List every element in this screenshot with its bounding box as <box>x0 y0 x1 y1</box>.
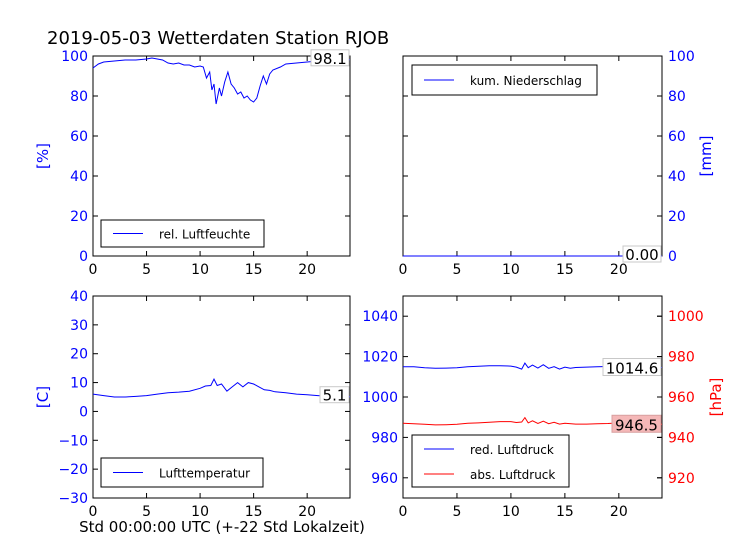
y2-tick-label: 980 <box>668 350 695 366</box>
y-tick-label: 1040 <box>362 309 398 325</box>
legend-label: abs. Luftdruck <box>470 468 555 482</box>
legend-label: red. Luftdruck <box>470 443 554 457</box>
legend-label: rel. Luftfeuchte <box>159 228 250 242</box>
y-tick-label: −20 <box>58 462 88 478</box>
series-line-0 <box>92 377 350 398</box>
y2-tick-label: 960 <box>668 390 695 406</box>
x-tick-label: 5 <box>142 262 151 278</box>
x-tick-label: 10 <box>191 262 209 278</box>
legend: Lufttemperatur <box>100 457 264 488</box>
x-tick-label: 15 <box>245 262 263 278</box>
y-tick-label: 100 <box>61 49 88 65</box>
last-value-box <box>310 49 350 67</box>
x-tick-label: 0 <box>399 504 408 520</box>
legend-frame <box>100 219 265 248</box>
legend-label: Lufttemperatur <box>159 467 250 481</box>
y-tick-label: 0 <box>79 249 88 265</box>
series-line-1 <box>402 416 663 426</box>
legend-frame <box>411 434 570 488</box>
y-tick-label: 960 <box>371 471 398 487</box>
last-value-label: 946.5 <box>615 416 658 434</box>
y-tick-label: 0 <box>668 249 677 265</box>
y-tick-label: 20 <box>70 209 88 225</box>
subplot-temperature: 0 5 10 15 20 −30 −20 −10 0 10 20 30 40 [C] 5.1 Lufttemp… <box>34 289 351 520</box>
y-tick-label: 20 <box>668 209 686 225</box>
last-value-box <box>602 358 662 377</box>
x-tick-label: 5 <box>452 504 461 520</box>
y-tick-label: 100 <box>668 49 695 65</box>
y-tick-label: 980 <box>371 430 398 446</box>
last-value-label: 5.1 <box>323 387 347 405</box>
y-tick-label: 60 <box>668 129 686 145</box>
y2-tick-label: 940 <box>668 430 695 446</box>
last-value-label: 0.00 <box>625 246 658 264</box>
x-tick-label: 10 <box>502 504 520 520</box>
y-axis-label: [C] <box>34 386 52 408</box>
x-tick-label: 0 <box>399 262 408 278</box>
y-axis-label: [%] <box>34 143 52 169</box>
x-tick-label: 20 <box>298 262 316 278</box>
y-axis-label: [hPa] <box>707 378 725 417</box>
y-tick-label: 20 <box>70 347 88 363</box>
y-tick-label: −30 <box>58 491 88 507</box>
y-tick-label: 10 <box>70 376 88 392</box>
y-tick-label: 80 <box>668 89 686 105</box>
x-tick-label: 5 <box>142 504 151 520</box>
x-tick-label: 10 <box>502 262 520 278</box>
y-tick-label: 1000 <box>362 390 398 406</box>
axes-frame <box>92 55 351 257</box>
x-tick-label: 20 <box>610 504 628 520</box>
y2-tick-label: 920 <box>668 471 695 487</box>
x-tick-label: 0 <box>89 262 98 278</box>
legend: red. Luftdruck abs. Luftdruck <box>411 434 570 488</box>
y2-tick-label: 1000 <box>668 309 704 325</box>
y-axis-label: [mm] <box>697 136 715 177</box>
legend-label: kum. Niederschlag <box>470 74 582 88</box>
y-tick-label: 80 <box>70 89 88 105</box>
y-tick-label: 60 <box>70 129 88 145</box>
figure-title: 2019-05-03 Wetterdaten Station RJOB <box>47 28 389 49</box>
last-value-box <box>622 245 662 263</box>
x-tick-label: 20 <box>298 504 316 520</box>
y-tick-label: 40 <box>70 169 88 185</box>
last-value-label: 1014.6 <box>606 360 659 378</box>
series-line-0 <box>92 57 351 105</box>
last-value-box <box>319 386 350 404</box>
last-value-box <box>611 414 662 433</box>
subplot-humidity: 0 5 10 15 20 0 20 40 60 80 100 [%] 98.1 rel. Luftfeuc… <box>34 49 351 278</box>
x-tick-label: 5 <box>452 262 461 278</box>
y-tick-label: 30 <box>70 318 88 334</box>
figure-xlabel: Std 00:00:00 UTC (+-22 Std Lokalzeit) <box>79 518 365 536</box>
y-tick-label: −10 <box>58 433 88 449</box>
x-tick-label: 15 <box>556 262 574 278</box>
legend: kum. Niederschlag <box>411 64 598 96</box>
subplot-precipitation: 0 5 10 15 20 0 20 40 60 80 100 [mm] 0.00 kum. Nieders… <box>399 49 715 278</box>
last-value-label: 98.1 <box>313 50 346 68</box>
x-tick-label: 20 <box>610 262 628 278</box>
y-tick-label: 40 <box>668 169 686 185</box>
x-tick-label: 10 <box>191 504 209 520</box>
y-tick-label: 1020 <box>362 350 398 366</box>
x-tick-label: 0 <box>89 504 98 520</box>
x-tick-label: 15 <box>245 504 263 520</box>
y-tick-label: 40 <box>70 289 88 305</box>
y-tick-label: 0 <box>79 404 88 420</box>
x-tick-label: 15 <box>556 504 574 520</box>
legend: rel. Luftfeuchte <box>100 219 265 248</box>
subplot-pressure: 0 5 10 15 20 960 980 1000 1020 1040 920 940 960 980 10… <box>362 295 725 520</box>
